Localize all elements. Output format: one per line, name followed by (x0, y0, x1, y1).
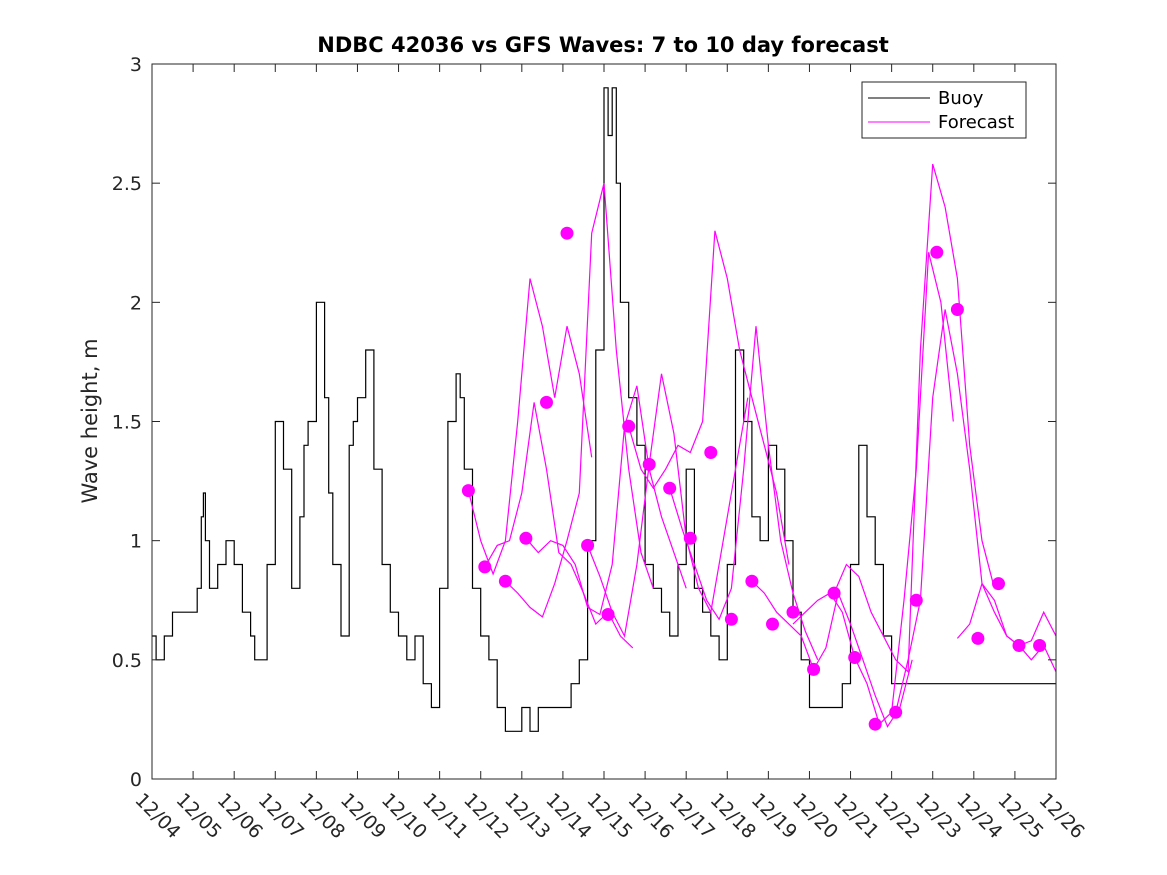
legend: Buoy Forecast (861, 81, 1027, 139)
forecast-marker (930, 245, 944, 259)
forecast-line-4 (525, 385, 687, 616)
forecast-marker (519, 531, 533, 545)
forecast-marker (971, 631, 985, 645)
forecast-marker (581, 538, 595, 552)
forecast-marker (889, 705, 903, 719)
forecast-marker (807, 662, 821, 676)
forecast-line-7 (669, 326, 819, 661)
forecast-line-8 (751, 580, 913, 728)
forecast-marker (498, 574, 512, 588)
forecast-marker (601, 608, 615, 621)
forecast-marker-layer (461, 226, 1047, 731)
legend-box (861, 81, 1027, 139)
forecast-line-6 (628, 230, 790, 565)
y-tick-label: 2.5 (112, 173, 142, 195)
forecast-marker (724, 612, 738, 626)
buoy-line (152, 87, 1056, 732)
forecast-line-10 (833, 163, 995, 674)
forecast-marker (909, 593, 923, 607)
buoy-series-layer (152, 87, 1056, 732)
forecast-marker (683, 531, 697, 545)
forecast-marker (560, 226, 574, 240)
forecast-marker (1033, 639, 1047, 652)
forecast-line-11 (895, 309, 1057, 713)
forecast-marker (786, 605, 800, 619)
forecast-marker (663, 481, 677, 495)
forecast-marker (868, 717, 882, 731)
forecast-marker (745, 574, 759, 588)
legend-label-buoy: Buoy (938, 88, 984, 109)
forecast-marker (622, 419, 636, 433)
legend-label-forecast: Forecast (938, 112, 1014, 133)
y-tick-label: 2 (130, 292, 142, 314)
y-tick-label: 1 (130, 531, 142, 553)
forecast-marker (766, 617, 779, 631)
forecast-marker (704, 446, 718, 459)
y-axis-label: Wave height, m (78, 338, 102, 503)
forecast-marker (827, 586, 841, 600)
forecast-line-9 (792, 252, 954, 726)
y-tick-label: 3 (130, 54, 142, 76)
chart-title: NDBC 42036 vs GFS Waves: 7 to 10 day for… (317, 33, 888, 57)
forecast-line-3 (504, 183, 654, 618)
y-tick-label: 1.5 (112, 412, 142, 434)
forecast-marker (478, 560, 492, 574)
forecast-marker (950, 303, 964, 316)
forecast-marker (642, 457, 656, 471)
y-tick-label: 0.5 (112, 650, 142, 672)
forecast-marker (1012, 639, 1026, 652)
forecast-marker (540, 395, 553, 409)
y-tick-label: 0 (130, 769, 142, 791)
forecast-marker (848, 651, 862, 664)
forecast-marker (992, 577, 1005, 591)
forecast-marker (461, 484, 475, 498)
